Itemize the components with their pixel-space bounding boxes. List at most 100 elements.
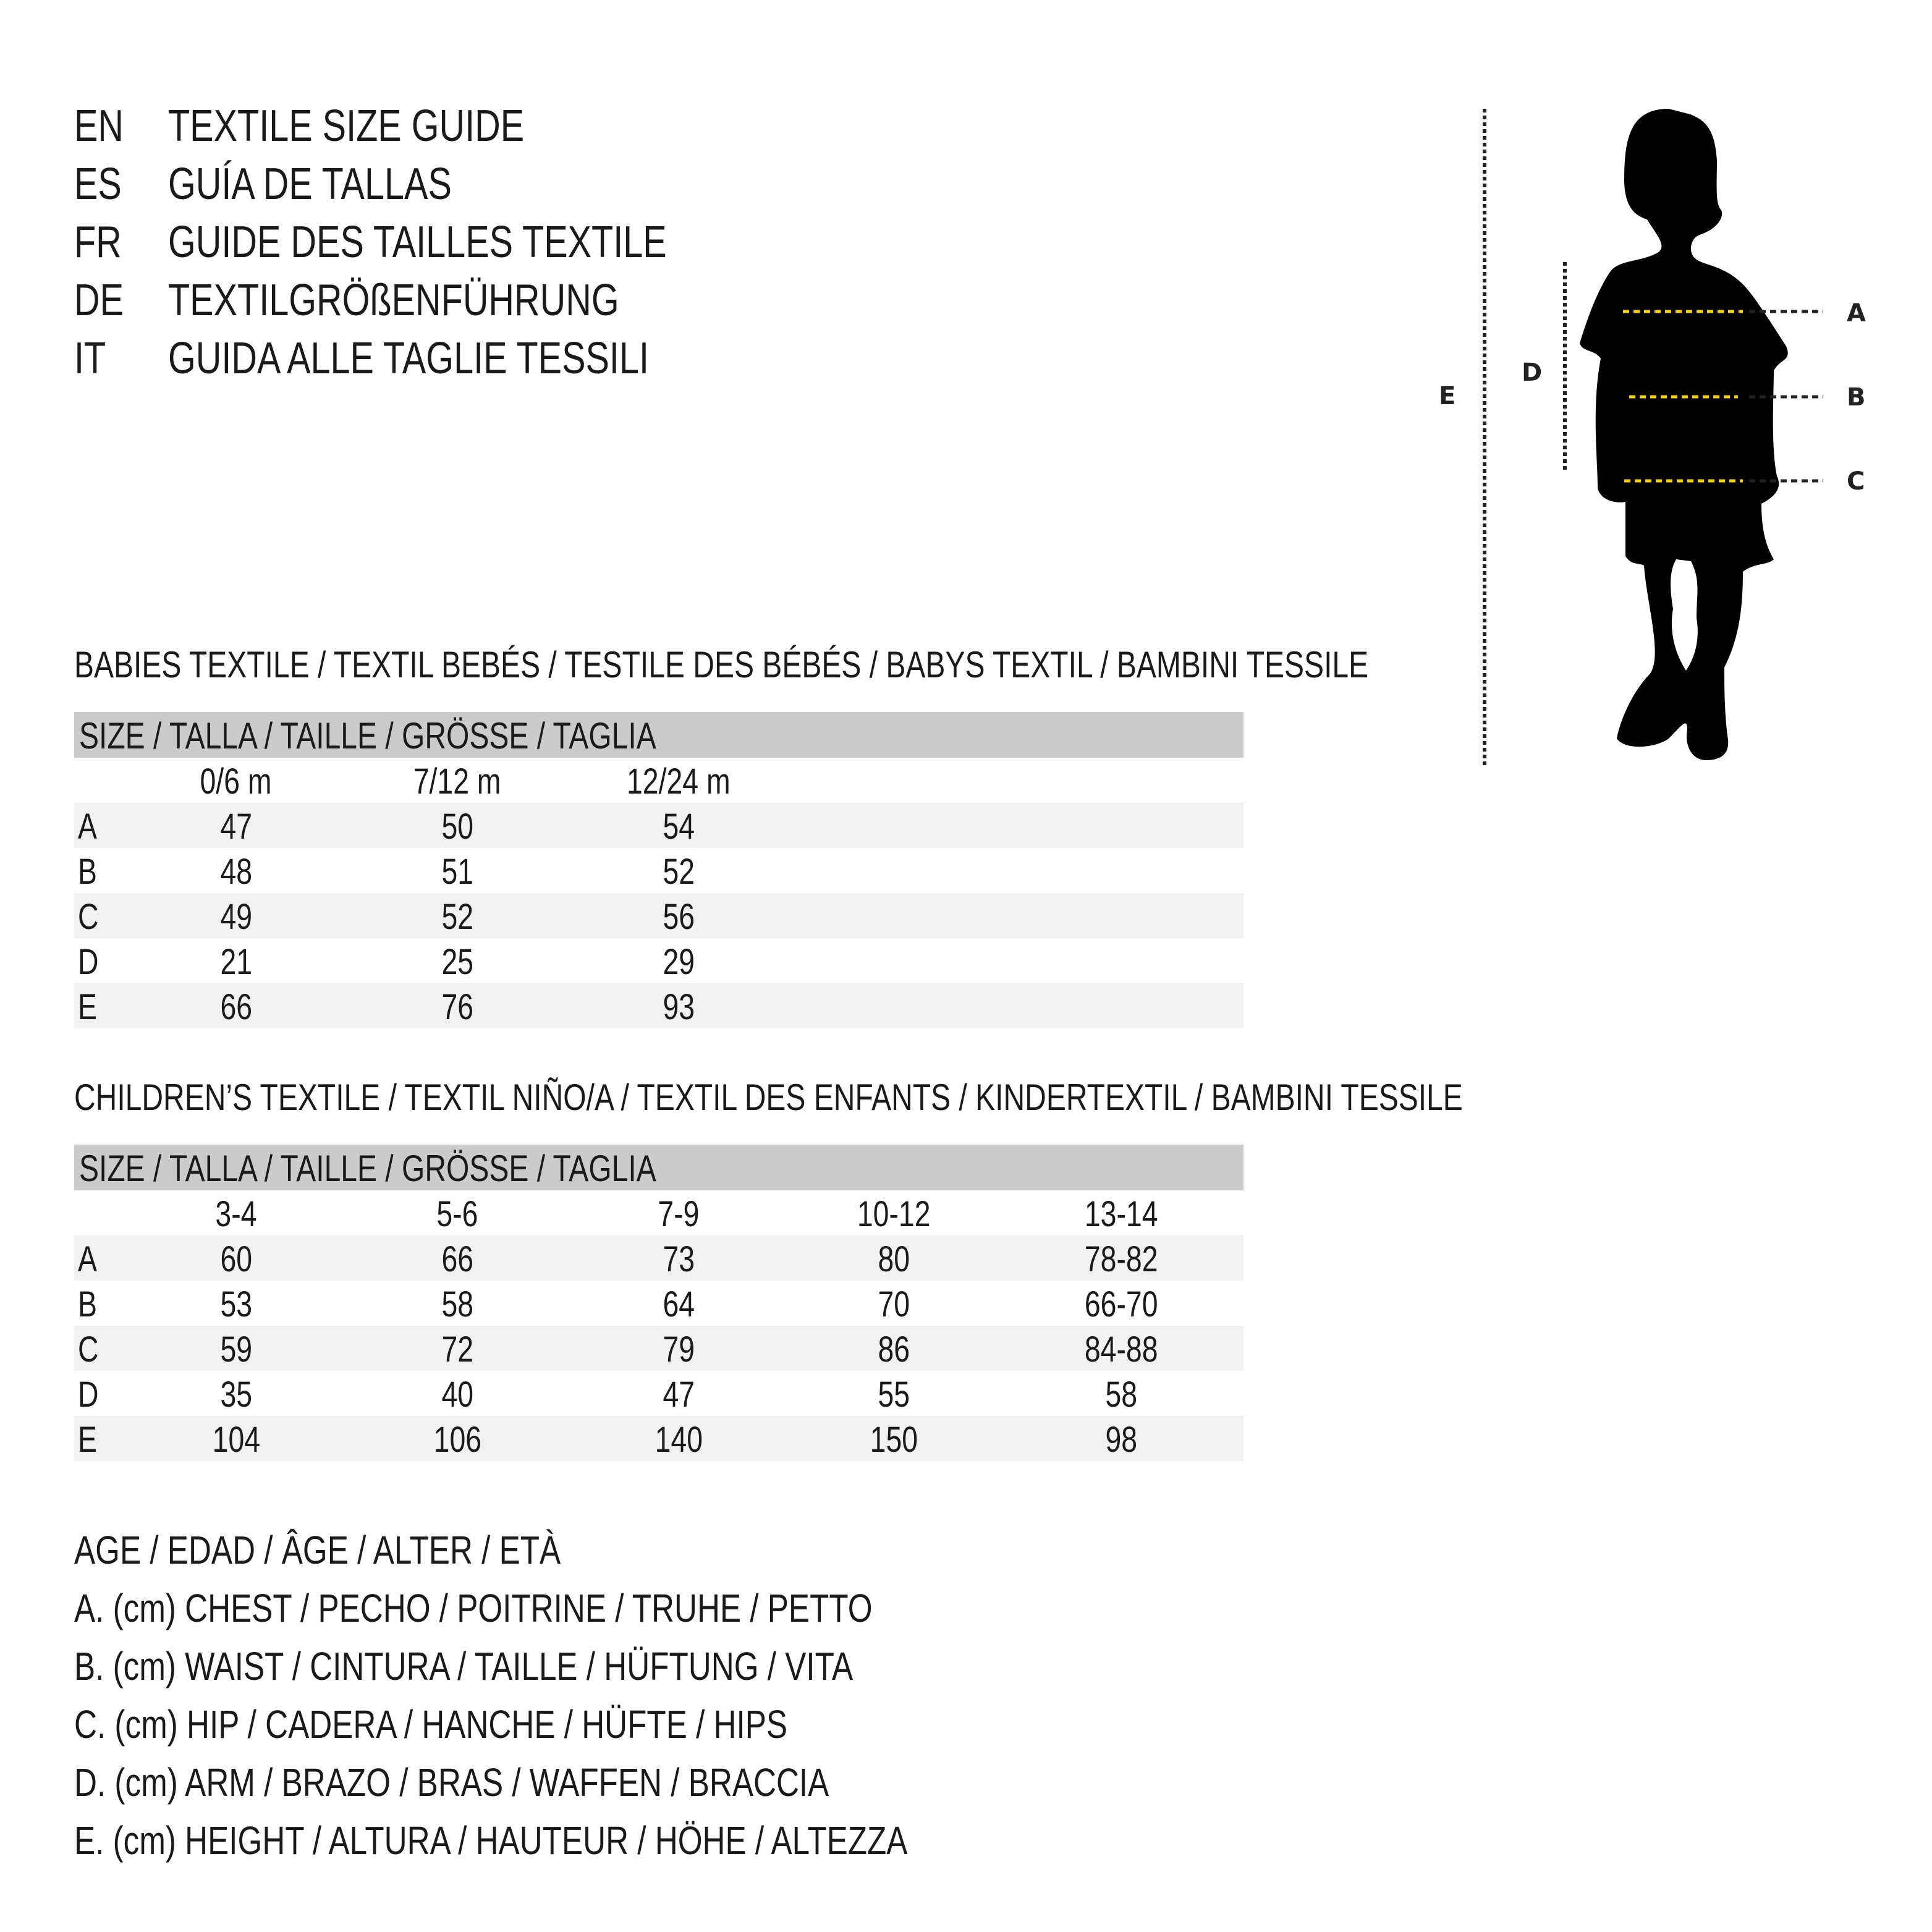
title-text: TEXTILE SIZE GUIDE: [168, 101, 525, 151]
table-cell: 76: [441, 987, 473, 1027]
table-row: A 47 50 54: [74, 803, 1244, 848]
legend-arm: D. (cm) ARM / BRAZO / BRAS / WAFFEN / BR…: [74, 1758, 1018, 1807]
table-cell: 66-70: [1084, 1284, 1158, 1324]
table-cell: 52: [663, 852, 695, 892]
column-header-row: 0/6 m 7/12 m 12/24 m: [74, 758, 1244, 803]
table-cell: 66: [441, 1239, 473, 1279]
legend-chest: A. (cm) CHEST / PECHO / POITRINE / TRUHE…: [74, 1583, 1072, 1633]
row-label: E: [78, 987, 97, 1027]
table-row: B 53 58 64 70 66-70: [74, 1281, 1244, 1326]
table-row: D 21 25 29: [74, 938, 1244, 983]
row-label: D: [78, 942, 99, 982]
title-text: GUIDE DES TAILLES TEXTILE: [168, 218, 667, 267]
row-label: A: [78, 807, 97, 847]
table-cell: 140: [655, 1420, 703, 1460]
column-header: 7/12 m: [413, 761, 501, 802]
row-label: C: [78, 897, 99, 937]
row-label: B: [78, 1284, 97, 1324]
row-label: C: [78, 1329, 99, 1370]
title-text: TEXTILGRÖßENFÜHRUNG: [168, 276, 619, 325]
table-cell: 54: [663, 807, 695, 847]
table-row: B 48 51 52: [74, 848, 1244, 893]
legend-text: D. (cm) ARM / BRAZO / BRAS / WAFFEN / BR…: [74, 1760, 829, 1805]
language-code: ES: [74, 159, 122, 209]
column-header: 13-14: [1084, 1194, 1158, 1234]
table-cell: 58: [441, 1284, 473, 1324]
table-cell: 50: [441, 807, 473, 847]
children-heading: CHILDREN’S TEXTILE / TEXTIL NIÑO/A / TEX…: [74, 1074, 1810, 1121]
table-cell: 64: [663, 1284, 695, 1324]
table-row: E 104 106 140 150 98: [74, 1416, 1244, 1461]
legend-text: C. (cm) HIP / CADERA / HANCHE / HÜFTE / …: [74, 1702, 788, 1747]
table-cell: 48: [220, 852, 252, 892]
table-row: C 59 72 79 86 84-88: [74, 1326, 1244, 1371]
label-c: C: [1847, 467, 1865, 496]
column-header: 3-4: [215, 1194, 257, 1234]
child-silhouette-icon: [1580, 109, 1788, 760]
table-cell: 86: [878, 1329, 910, 1370]
language-code: FR: [74, 218, 122, 267]
children-heading-text: CHILDREN’S TEXTILE / TEXTIL NIÑO/A / TEX…: [74, 1077, 1463, 1118]
table-cell: 93: [663, 987, 695, 1027]
size-header-text: SIZE / TALLA / TAILLE / GRÖSSE / TAGLIA: [79, 1148, 656, 1189]
column-header: 0/6 m: [200, 761, 273, 802]
table-cell: 66: [220, 987, 252, 1027]
table-cell: 53: [220, 1284, 252, 1324]
table-cell: 47: [663, 1375, 695, 1415]
legend-hip: C. (cm) HIP / CADERA / HANCHE / HÜFTE / …: [74, 1700, 966, 1749]
row-label: D: [78, 1375, 99, 1415]
column-header: 5-6: [436, 1194, 478, 1234]
children-size-table: SIZE / TALLA / TAILLE / GRÖSSE / TAGLIA …: [74, 1145, 1244, 1461]
table-cell: 79: [663, 1329, 695, 1370]
column-header: 12/24 m: [627, 761, 731, 802]
column-header-row: 3-4 5-6 7-9 10-12 13-14: [74, 1190, 1244, 1235]
size-header: SIZE / TALLA / TAILLE / GRÖSSE / TAGLIA: [74, 712, 1244, 758]
size-header-text: SIZE / TALLA / TAILLE / GRÖSSE / TAGLIA: [79, 715, 656, 756]
label-e: E: [1439, 382, 1455, 410]
babies-heading-text: BABIES TEXTILE / TEXTIL BEBÉS / TESTILE …: [74, 644, 1369, 685]
row-label: A: [78, 1239, 97, 1279]
table-cell: 21: [220, 942, 252, 982]
row-label: B: [78, 852, 97, 892]
label-d: D: [1522, 358, 1542, 387]
title-text: GUIDA ALLE TAGLIE TESSILI: [168, 334, 649, 383]
legend-text: B. (cm) WAIST / CINTURA / TAILLE / HÜFTU…: [74, 1644, 854, 1688]
table-cell: 25: [441, 942, 473, 982]
table-cell: 72: [441, 1329, 473, 1370]
table-cell: 52: [441, 897, 473, 937]
table-row: A 60 66 73 80 78-82: [74, 1235, 1244, 1281]
table-cell: 104: [212, 1420, 260, 1460]
table-cell: 55: [878, 1375, 910, 1415]
table-cell: 70: [878, 1284, 910, 1324]
title-text: GUÍA DE TALLAS: [168, 159, 452, 209]
table-cell: 60: [220, 1239, 252, 1279]
babies-heading: BABIES TEXTILE / TEXTIL BEBÉS / TESTILE …: [74, 642, 1692, 688]
table-cell: 80: [878, 1239, 910, 1279]
language-code: DE: [74, 276, 124, 325]
legend-text: A. (cm) CHEST / PECHO / POITRINE / TRUHE…: [74, 1586, 873, 1630]
table-cell: 58: [1105, 1375, 1137, 1415]
table-cell: 78-82: [1084, 1239, 1158, 1279]
table-row: D 35 40 47 55 58: [74, 1371, 1244, 1416]
table-cell: 49: [220, 897, 252, 937]
table-cell: 59: [220, 1329, 252, 1370]
table-cell: 150: [870, 1420, 918, 1460]
size-header: SIZE / TALLA / TAILLE / GRÖSSE / TAGLIA: [74, 1145, 1244, 1190]
table-cell: 106: [433, 1420, 481, 1460]
column-header: 10-12: [857, 1194, 931, 1234]
legend-waist: B. (cm) WAIST / CINTURA / TAILLE / HÜFTU…: [74, 1642, 1048, 1691]
legend-text: E. (cm) HEIGHT / ALTURA / HAUTEUR / HÖHE…: [74, 1818, 908, 1863]
table-cell: 51: [441, 852, 473, 892]
legend-height: E. (cm) HEIGHT / ALTURA / HAUTEUR / HÖHE…: [74, 1816, 1116, 1865]
table-cell: 47: [220, 807, 252, 847]
column-header: 7-9: [658, 1194, 700, 1234]
table-cell: 84-88: [1084, 1329, 1158, 1370]
legend-age: AGE / EDAD / ÂGE / ALTER / ETÀ: [74, 1525, 682, 1575]
label-b: B: [1847, 383, 1866, 412]
leg-gap: [1671, 559, 1698, 671]
legend-text: AGE / EDAD / ÂGE / ALTER / ETÀ: [74, 1528, 561, 1572]
table-cell: 29: [663, 942, 695, 982]
babies-size-table: SIZE / TALLA / TAILLE / GRÖSSE / TAGLIA …: [74, 712, 1244, 1028]
table-row: E 66 76 93: [74, 983, 1244, 1028]
